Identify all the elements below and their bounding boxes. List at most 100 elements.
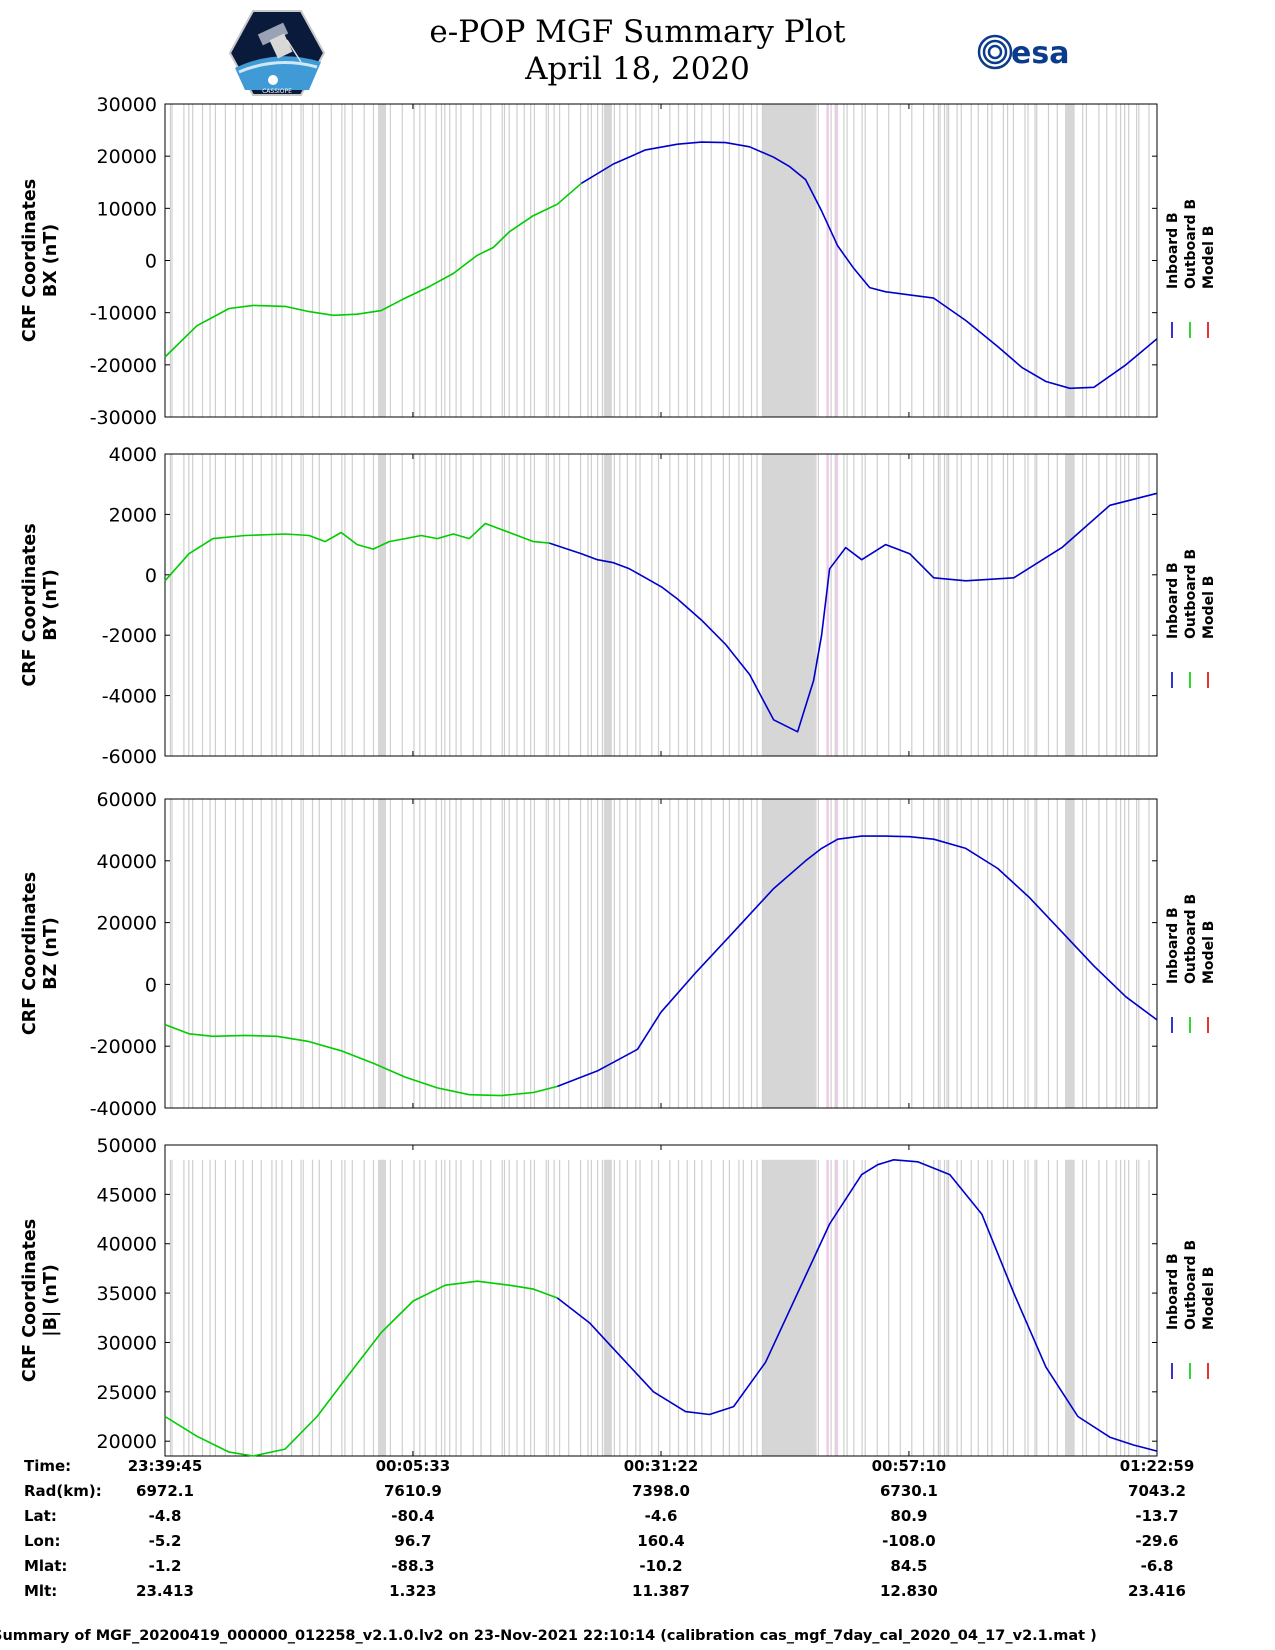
row-label: Mlt: [24,1582,58,1600]
gap-stripe [701,454,703,756]
gap-stripe [846,454,848,756]
gap-stripe [1047,1159,1050,1456]
gap-stripe [899,1159,901,1456]
gap-stripe [311,799,314,1108]
orbit-info-cell: 7398.0 [632,1482,690,1500]
y-tick-label: 30000 [97,1332,157,1354]
gap-stripe [1056,1159,1058,1456]
pink-marker [836,104,839,417]
gap-stripe [639,104,641,417]
gap-block [603,1159,612,1456]
gap-stripe [389,104,391,417]
pink-marker [826,104,829,417]
gap-stripe [639,454,641,756]
gap-stripe [341,454,343,756]
gap-stripe [987,454,989,756]
gap-stripe [460,799,462,1108]
gap-stripe [597,799,599,1108]
gap-stripe [956,104,958,417]
gap-stripe [738,454,740,756]
gap-stripe [639,799,641,1108]
orbit-info-cell: 23.416 [1128,1582,1186,1600]
gap-stripe [590,799,592,1108]
gap-stripe [943,799,946,1108]
gap-stripe [1148,799,1150,1108]
y-tick-label: 40000 [97,851,157,873]
gap-stripe [480,799,482,1108]
orbit-info-cell: 23.413 [136,1582,194,1600]
gap-stripe [817,104,819,417]
gap-stripe [1036,104,1038,417]
gap-stripe [939,1159,941,1456]
row-label: Mlat: [24,1557,68,1575]
gap-stripe [224,454,226,756]
gap-stripe [888,1159,890,1456]
gap-stripe [943,454,946,756]
gap-stripe [939,104,941,417]
gap-stripe [503,104,506,417]
gap-stripe [1012,104,1014,417]
gap-stripe [523,1159,525,1456]
gap-stripe [843,454,845,756]
gap-stripe [480,104,482,417]
gap-stripe [1124,104,1126,417]
gap-stripe [389,1159,391,1456]
gap-stripe [1115,104,1117,417]
gap-stripe [987,104,989,417]
gap-stripe [635,1159,637,1456]
gap-stripe [960,799,962,1108]
gap-stripe [937,104,939,417]
gap-stripe [183,799,185,1108]
orbit-info-cell: 00:57:10 [871,1457,947,1475]
gap-stripe [590,1159,592,1456]
title-line-1: e-POP MGF Summary Plot [429,14,846,50]
gap-block [762,1159,816,1456]
gap-stripe [1027,454,1029,756]
gap-stripe [330,799,332,1108]
panel-bmag: 20000 25000 30000 35000 40000 45000 50000 CRF C… [20,1135,1217,1457]
gap-stripe [651,454,653,756]
gap-stripe [970,799,972,1108]
gap-stripe [363,104,365,417]
esa-logo-text: esa [1011,36,1069,71]
gap-stripe [490,799,492,1108]
gap-stripe [530,799,532,1108]
gap-stripe [639,1159,641,1456]
gap-stripe [516,1159,518,1456]
gap-stripe [271,1159,273,1456]
orbit-info-cell: 01:22:59 [1119,1457,1195,1475]
gap-stripe [559,104,561,417]
gap-stripe [1024,1159,1026,1456]
gap-stripe [169,104,171,417]
gap-stripe [626,454,628,756]
gap-stripe [351,1159,353,1456]
gap-stripe [657,799,660,1108]
gap-stripe [815,104,817,417]
gap-block [378,1159,387,1456]
gap-stripe [501,799,503,1108]
gap-stripe [363,799,365,1108]
gap-stripe [1128,799,1130,1108]
gap-stripe [214,799,216,1108]
gap-stripe [413,1159,415,1456]
gap-stripe [846,1159,848,1456]
gap-stripe [815,1159,817,1456]
gap-stripe [559,799,561,1108]
gap-stripe [281,104,283,417]
gap-stripe [1128,454,1130,756]
gap-stripe [472,454,474,756]
gap-stripe [568,799,570,1108]
gap-stripe [1138,454,1140,756]
gap-stripe [657,454,660,756]
gap-stripe [694,799,696,1108]
gap-stripe [1034,454,1036,756]
gap-stripe [756,799,758,1108]
y-tick-label: -2000 [102,625,157,647]
gap-stripe [440,799,443,1108]
gap-stripe [275,799,277,1108]
gap-stripe [401,454,403,756]
gap-stripe [523,799,525,1108]
series-line-inboard [549,492,1158,733]
y-axis-label-line-1: CRF Coordinates [20,872,40,1035]
gap-stripe [677,1159,680,1456]
